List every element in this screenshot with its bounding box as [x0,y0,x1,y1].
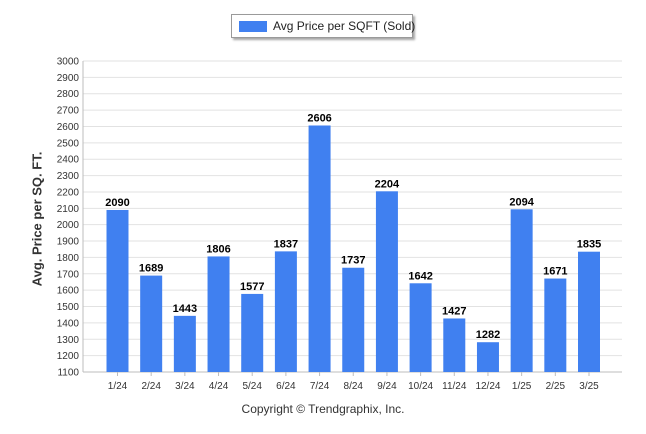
y-tick-label: 1300 [57,335,80,346]
x-tick-label: 10/24 [408,381,433,392]
data-label: 1282 [476,329,500,341]
x-tick-label: 1/25 [512,381,532,392]
bar [106,209,129,372]
bar [274,251,297,372]
data-label: 2606 [307,112,331,124]
x-tick-label: 12/24 [475,381,500,392]
x-tick-label: 8/24 [344,381,364,392]
x-tick-label: 3/24 [175,381,195,392]
y-tick-label: 2700 [57,106,80,117]
y-tick-label: 2600 [57,122,80,133]
bar [207,256,230,372]
data-label: 2094 [509,196,534,208]
bar [476,342,499,372]
legend-swatch [239,21,267,32]
data-label: 1642 [408,270,432,282]
y-tick-label: 2800 [57,89,80,100]
bar [342,267,365,372]
data-label: 1427 [442,305,466,317]
y-tick-label: 3000 [57,57,80,68]
x-tick-label: 4/24 [209,381,229,392]
x-tick-label: 9/24 [377,381,397,392]
y-tick-label: 1800 [57,253,80,264]
y-tick-label: 2100 [57,204,80,215]
data-label: 1577 [240,281,264,293]
y-tick-label: 2200 [57,187,80,198]
data-label: 1737 [341,255,365,267]
y-tick-label: 1400 [57,318,80,329]
data-label: 1671 [543,266,567,278]
bar [409,283,432,372]
bar [173,315,196,372]
y-tick-label: 2300 [57,171,80,182]
x-tick-label: 3/25 [579,381,599,392]
x-tick-label: 2/24 [141,381,161,392]
y-tick-label: 2900 [57,73,80,84]
copyright-text: Copyright © Trendgraphix, Inc. [241,402,405,416]
x-tick-label: 6/24 [276,381,296,392]
bar [544,278,567,372]
bar [443,318,466,372]
x-tick-label: 11/24 [442,381,467,392]
bar [375,191,398,372]
data-label: 1806 [206,243,230,255]
x-tick-label: 2/25 [546,381,566,392]
x-tick-label: 7/24 [310,381,330,392]
y-tick-label: 2400 [57,155,80,166]
data-label: 2090 [105,197,129,209]
y-tick-label: 1500 [57,302,80,313]
data-label: 1837 [274,238,298,250]
data-label: 1835 [577,239,601,251]
bar [140,275,163,372]
data-label: 1443 [173,303,197,315]
y-tick-label: 1200 [57,351,80,362]
y-tick-label: 1900 [57,237,80,248]
x-tick-label: 5/24 [242,381,262,392]
bar [308,125,331,372]
y-tick-label: 1700 [57,269,80,280]
x-tick-label: 1/24 [108,381,128,392]
bar [510,209,533,372]
bar [241,293,264,372]
data-label: 1689 [139,263,163,275]
data-label: 2204 [375,178,400,190]
y-tick-label: 2000 [57,220,80,231]
y-tick-label: 1100 [57,368,79,379]
chart-legend: Avg Price per SQFT (Sold) [231,14,416,38]
y-tick-label: 2500 [57,138,80,149]
legend-label: Avg Price per SQFT (Sold) [273,19,416,33]
bar [578,251,600,372]
y-tick-label: 1600 [57,286,80,297]
